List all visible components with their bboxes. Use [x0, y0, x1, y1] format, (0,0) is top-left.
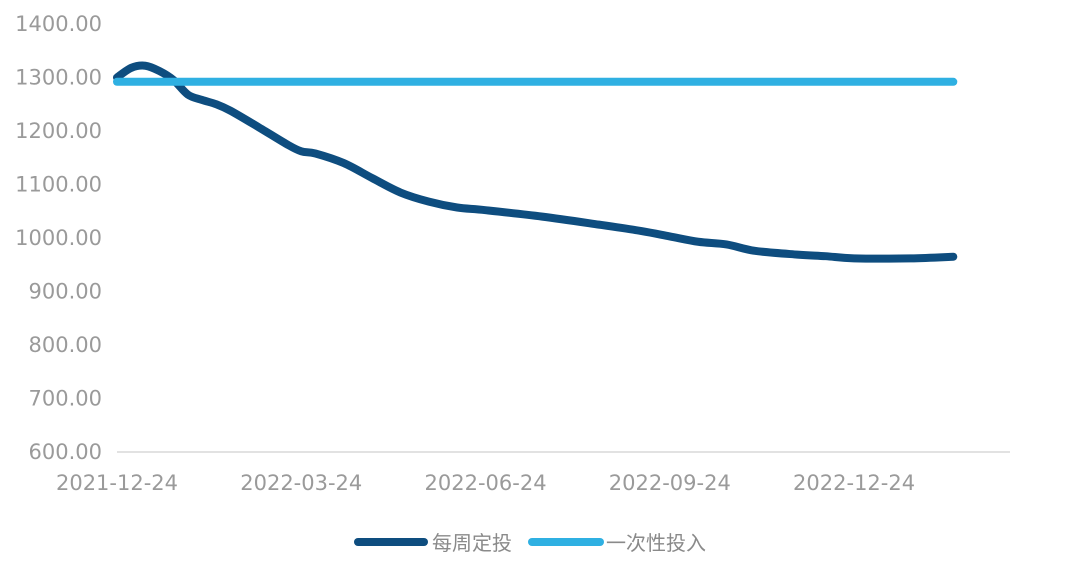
x-axis-ticks: 2021-12-24 2022-03-24 2022-06-24 2022-09-24…	[56, 471, 915, 495]
y-axis-ticks: 600.00 700.00 800.00 900.00 1000.00 1100.00 12…	[15, 12, 102, 464]
y-tick-label: 1000.00	[15, 226, 102, 250]
x-tick-label: 2022-09-24	[609, 471, 731, 495]
y-tick-label: 1200.00	[15, 119, 102, 143]
series-lines	[113, 61, 958, 263]
x-tick-label: 2021-12-24	[56, 471, 178, 495]
legend: 每周定投 一次性投入	[354, 531, 706, 555]
series-line-weekly	[113, 61, 958, 263]
y-tick-label: 1400.00	[15, 12, 102, 36]
y-tick-label: 900.00	[29, 280, 102, 304]
y-tick-label: 600.00	[29, 440, 102, 464]
y-tick-label: 1300.00	[15, 66, 102, 90]
x-tick-label: 2022-03-24	[240, 471, 362, 495]
legend-label-weekly: 每周定投	[432, 531, 512, 555]
y-tick-label: 700.00	[29, 387, 102, 411]
x-tick-label: 2022-12-24	[793, 471, 915, 495]
y-tick-label: 1100.00	[15, 173, 102, 197]
x-tick-label: 2022-06-24	[425, 471, 547, 495]
legend-label-lump-sum: 一次性投入	[606, 531, 706, 555]
y-tick-label: 800.00	[29, 333, 102, 357]
